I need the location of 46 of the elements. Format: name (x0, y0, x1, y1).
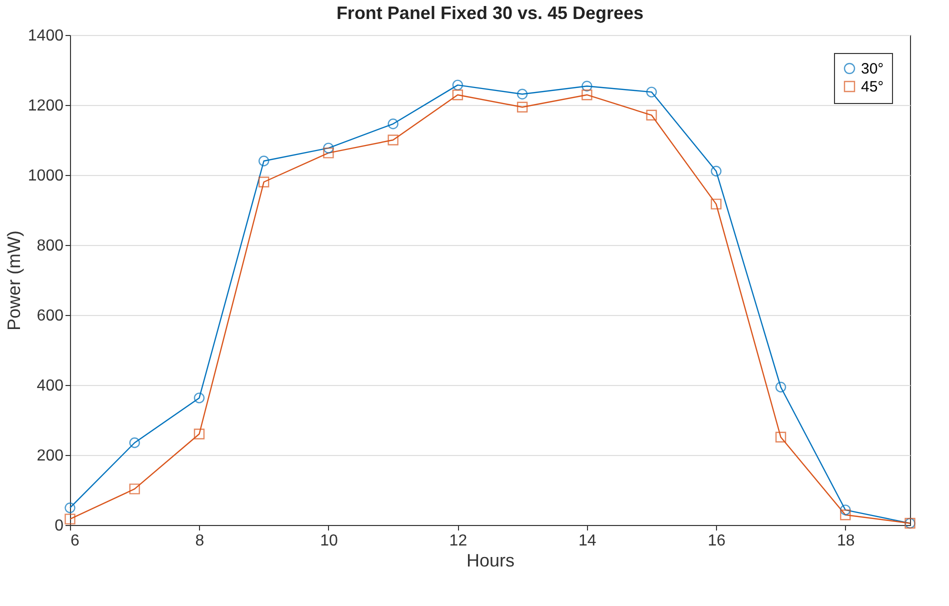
legend-label: 30° (861, 60, 884, 78)
point (258, 176, 270, 188)
point (194, 392, 205, 404)
point (710, 166, 722, 176)
point (388, 134, 398, 146)
y-axis-title: Power (mW) (4, 230, 24, 330)
point (840, 510, 851, 520)
point (64, 502, 76, 514)
point (129, 484, 140, 494)
x-tick-label: 6 (70, 532, 80, 550)
y-tick-label: 1400 (28, 28, 64, 44)
point (840, 504, 851, 516)
y-tick-label: 600 (36, 308, 64, 324)
point (516, 88, 528, 100)
y-tick-label: 1000 (28, 168, 64, 184)
x-tick-label: 12 (449, 532, 468, 550)
point (516, 102, 528, 112)
x-tick-label: 8 (195, 532, 204, 550)
point (258, 156, 270, 166)
point (452, 80, 464, 90)
y-tick-label: 200 (36, 448, 64, 464)
legend-label: 45° (861, 78, 884, 96)
point (582, 90, 592, 100)
chart-title: Front Panel Fixed 30 vs. 45 Degrees (336, 3, 644, 23)
x-axis-title: Hours (466, 550, 515, 570)
y-tick-label: 800 (36, 238, 64, 254)
point (323, 142, 334, 154)
point (582, 80, 592, 92)
y-tick-label: 1200 (28, 98, 64, 114)
point (646, 110, 657, 120)
point (710, 198, 722, 210)
y-tick-label: 400 (36, 378, 64, 394)
point (388, 118, 398, 130)
point (775, 432, 786, 442)
x-tick-label: 14 (578, 532, 596, 550)
point (64, 514, 76, 524)
y-tick-label: 0 (54, 518, 64, 534)
point (323, 148, 334, 158)
point (775, 382, 786, 392)
point (452, 90, 464, 100)
x-tick-label: 16 (708, 532, 726, 550)
point (194, 428, 205, 440)
x-tick-label: 18 (836, 532, 855, 550)
point (129, 437, 140, 448)
x-tick-label: 10 (320, 532, 338, 550)
point (646, 86, 657, 98)
